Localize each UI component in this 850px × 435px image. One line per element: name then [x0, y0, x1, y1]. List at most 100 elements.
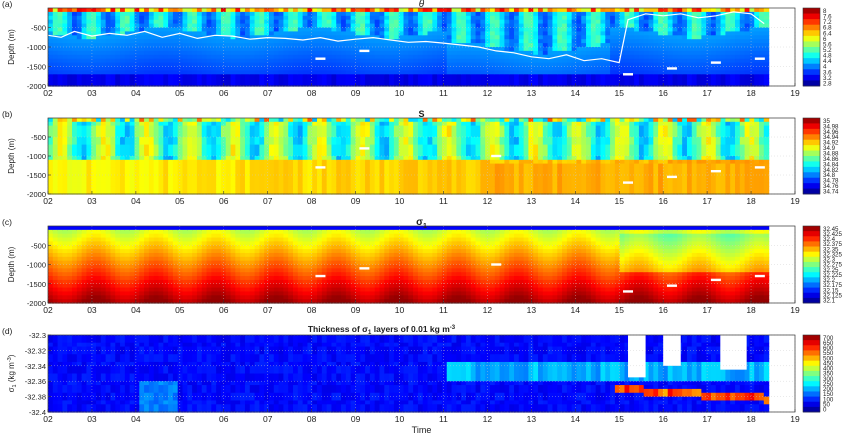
colorbar-tick-label: 32.175	[823, 282, 842, 289]
x-tick-label: 12	[483, 414, 493, 424]
y-tick-label: -500	[31, 241, 46, 250]
heatmap-field	[48, 335, 770, 413]
colorbar-tick-label: 32.375	[823, 241, 842, 248]
x-tick-label: 12	[483, 305, 493, 315]
x-tick-label: 04	[131, 196, 141, 206]
colorbar-segment	[803, 226, 820, 232]
axes-box	[47, 334, 796, 413]
x-tick-label: 04	[131, 88, 141, 98]
float-marker	[359, 147, 370, 150]
grid	[47, 118, 796, 195]
x-tick-label: 11	[439, 414, 448, 424]
float-marker	[754, 274, 765, 278]
colorbar-segment	[803, 58, 820, 65]
colorbar-segment	[803, 391, 820, 397]
colorbar-tick-label: 32.1	[823, 298, 836, 305]
x-tick-label: 05	[175, 414, 185, 424]
colorbar-tick-label: 32.325	[823, 251, 842, 258]
x-tick-label: 06	[219, 414, 229, 424]
x-tick-label: 05	[175, 196, 185, 206]
x-tick-label: 11	[439, 196, 448, 206]
colorbar-tick-label: 32.25	[823, 267, 839, 274]
float-marker	[491, 154, 502, 158]
float-marker	[710, 170, 721, 173]
colorbar-tick-label: 34.98	[823, 123, 839, 130]
colorbar-tick-label: 6.8	[823, 25, 832, 32]
colorbar-tick-label: 250	[823, 381, 834, 388]
x-tick-label: 18	[746, 196, 756, 206]
x-tick-label: 10	[395, 305, 405, 315]
x-tick-label: 09	[351, 88, 361, 98]
colorbar-segment	[803, 345, 820, 351]
colorbar-tick-label: 550	[823, 350, 834, 357]
colorbar-segment	[803, 241, 820, 247]
float-marker	[710, 61, 721, 64]
colorbar-segment	[803, 8, 820, 14]
x-tick-label: 08	[307, 88, 317, 98]
colorbar-segment	[803, 156, 820, 162]
y-tick-label: -32.34	[25, 362, 46, 371]
y-axis-label: σ1 (kg m-3)	[7, 354, 18, 392]
colorbar-tick-label: 32.225	[823, 272, 842, 279]
colorbar-box	[802, 7, 821, 87]
colorbar-tick-label: 5.6	[823, 41, 832, 48]
colorbar-segment	[803, 63, 820, 70]
colorbar-segment	[803, 19, 820, 26]
panel-label: (b)	[2, 109, 13, 119]
x-tick-label: 19	[790, 305, 800, 315]
y-tick-label: -32.38	[25, 393, 46, 402]
panel-label: (a)	[2, 0, 13, 9]
colorbar-tick-label: 5.2	[823, 47, 832, 54]
colorbar-segment	[803, 370, 820, 377]
x-tick-label: 11	[439, 88, 448, 98]
x-tick-label: 14	[571, 88, 581, 98]
x-tick-label: 05	[175, 88, 185, 98]
colorbar-segment	[803, 236, 820, 242]
colorbar-tick-label: 34.84	[823, 161, 839, 168]
float-marker	[754, 166, 765, 169]
float-marker	[623, 181, 634, 184]
colorbar-segment	[803, 355, 820, 362]
no-data-region	[663, 335, 681, 366]
x-tick-label: 13	[527, 414, 537, 424]
colorbar-tick-label: 34.74	[823, 188, 839, 195]
x-tick-label: 13	[527, 196, 537, 206]
colorbar-segment	[803, 47, 820, 53]
x-tick-label: 02	[43, 88, 53, 98]
colorbar-tick-label: 35	[823, 118, 830, 125]
y-axis-label: Depth (m)	[7, 29, 16, 65]
y-axis-label: Depth (m)	[7, 246, 16, 282]
float-marker	[754, 57, 765, 60]
x-tick-label: 07	[263, 414, 273, 424]
y-tick-label: -1500	[27, 171, 46, 180]
y-tick-label: -2000	[27, 190, 46, 199]
colorbar-segment	[803, 172, 820, 179]
x-tick-label: 12	[483, 196, 493, 206]
colorbar-tick-label: 3.2	[823, 75, 832, 82]
colorbar-tick-label: 34.94	[823, 134, 839, 141]
colorbar-segment	[803, 30, 820, 37]
colorbar: 3534.9834.9634.9434.9234.934.8834.8634.8…	[802, 117, 839, 195]
colorbar-tick-label: 100	[823, 396, 834, 403]
x-tick-label: 14	[571, 196, 581, 206]
y-tick-label: -1000	[27, 43, 46, 52]
colorbar-tick-label: 3.6	[823, 69, 832, 76]
colorbar-tick-label: 32.4	[823, 236, 836, 243]
y-tick-label: -1500	[27, 63, 46, 72]
x-tick-label: 03	[87, 88, 97, 98]
colorbar-segment	[803, 297, 820, 304]
x-tick-label: 15	[615, 305, 625, 315]
float-marker	[666, 67, 677, 70]
float-marker	[710, 278, 721, 282]
colorbar-tick-label: 400	[823, 366, 834, 373]
x-tick-label: 06	[219, 305, 229, 315]
x-tick-label: 19	[790, 88, 800, 98]
colorbar-tick-label: 4	[823, 64, 827, 71]
colorbar-segment	[803, 287, 820, 294]
colorbar-segment	[803, 272, 820, 278]
panel-a: 02 03 04 05 06 07 08 09 10 11 12 13 14 15 16 17 18 19 -500…	[2, 0, 832, 98]
x-tick-label: 15	[615, 414, 625, 424]
float-marker	[315, 57, 326, 60]
colorbar: 7006506005505004504003503002502001501005…	[802, 334, 834, 414]
y-tick-label: -32.32	[25, 346, 46, 355]
